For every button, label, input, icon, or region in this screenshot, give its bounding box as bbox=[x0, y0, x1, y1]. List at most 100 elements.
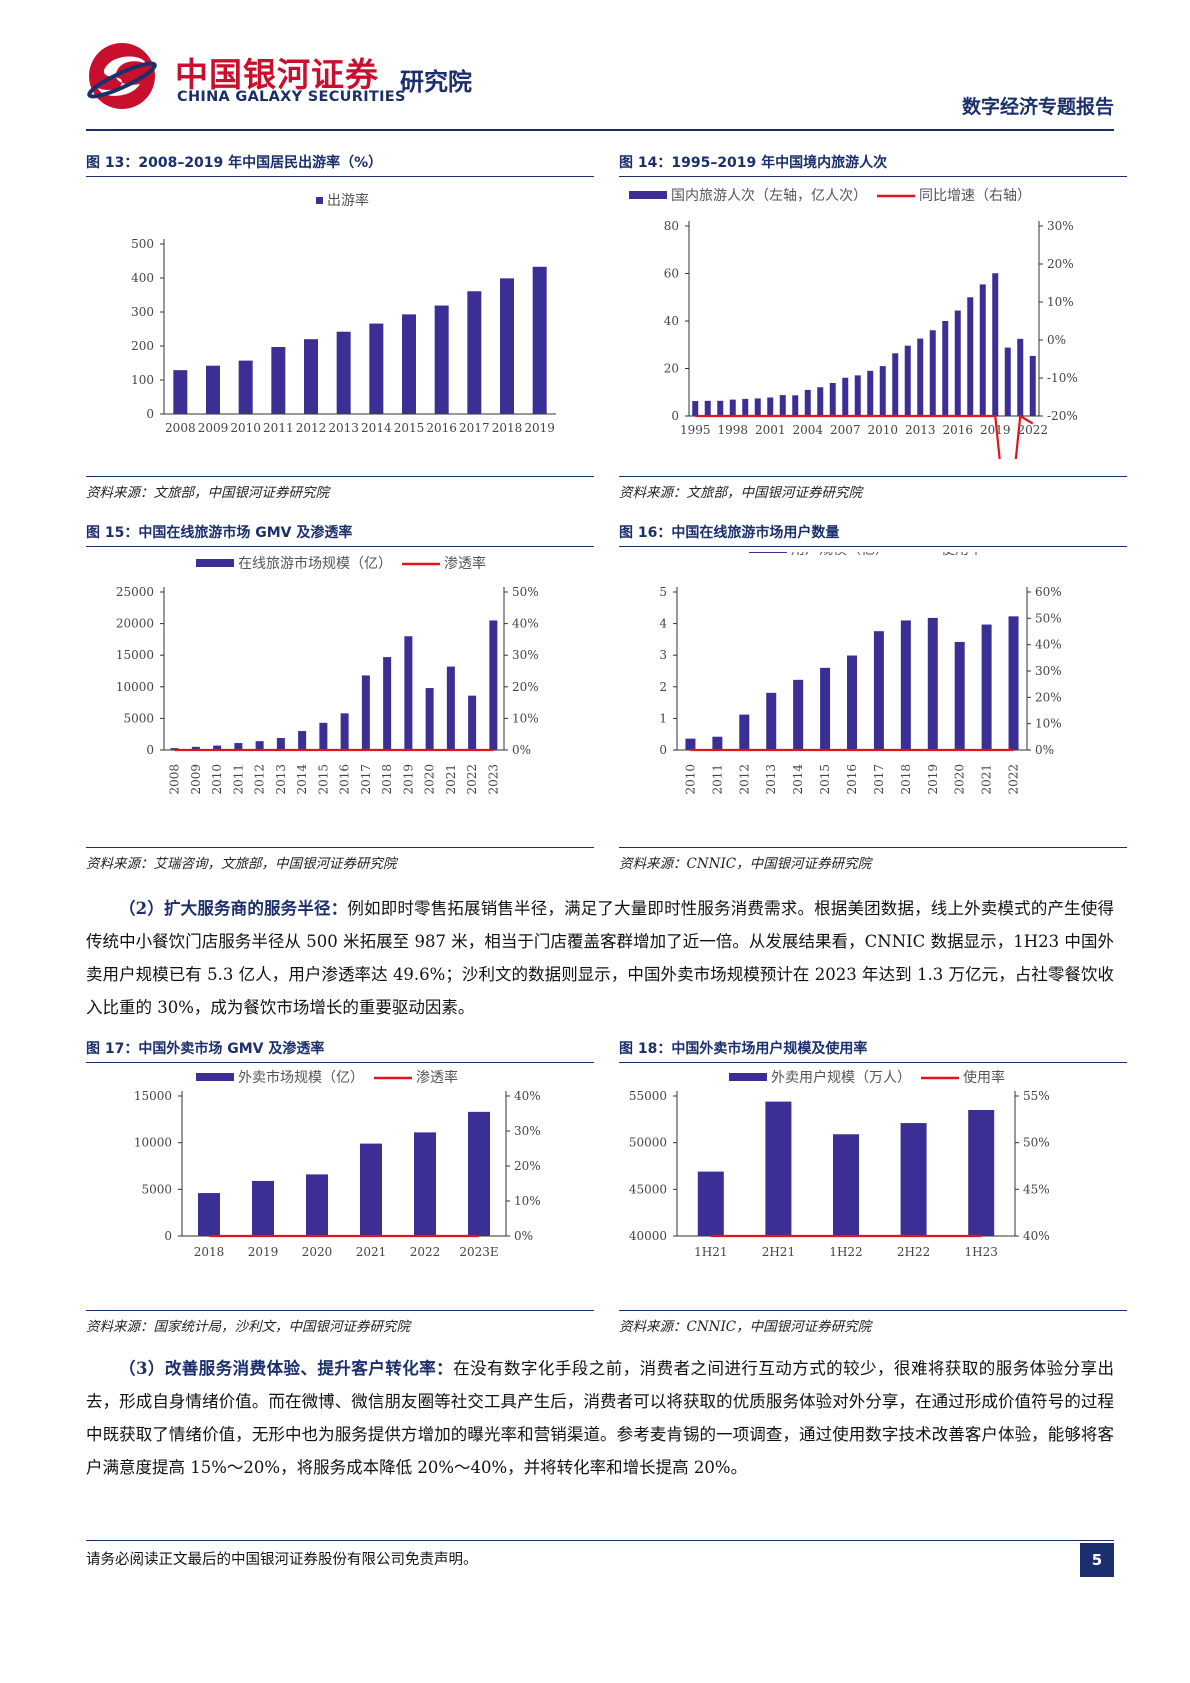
legend-label: 渗透率 bbox=[444, 555, 486, 572]
bar bbox=[892, 353, 899, 416]
bar bbox=[319, 722, 328, 750]
bar bbox=[298, 731, 307, 750]
x-tick-label: 2015 bbox=[316, 764, 330, 795]
x-tick-label: 2012 bbox=[296, 421, 327, 435]
bar bbox=[817, 387, 824, 416]
x-tick-label: 2013 bbox=[764, 764, 778, 795]
bar bbox=[467, 291, 482, 414]
x-tick-label: 2010 bbox=[210, 764, 224, 795]
y-tick-label-right: 40% bbox=[512, 617, 539, 631]
bar bbox=[854, 375, 861, 416]
bar bbox=[340, 713, 349, 750]
bar bbox=[917, 338, 924, 416]
bar bbox=[697, 1171, 724, 1236]
x-tick-label: 2020 bbox=[423, 764, 437, 795]
bar bbox=[532, 266, 547, 414]
bar bbox=[900, 620, 911, 750]
x-tick-label: 2011 bbox=[710, 764, 724, 795]
bar bbox=[446, 666, 455, 750]
x-tick-label: 1995 bbox=[680, 423, 711, 437]
legend-label: 用户规模（亿） bbox=[791, 552, 889, 558]
bar bbox=[793, 679, 804, 750]
figure-17: 图 17：中国外卖市场 GMV 及渗透率 0 5000 10000 15000 0% 10… bbox=[86, 1038, 594, 1338]
y-tick-label-right: 0% bbox=[1035, 743, 1054, 757]
y-tick-label-right: 50% bbox=[1035, 611, 1062, 625]
x-tick-label: 2008 bbox=[165, 421, 196, 435]
x-tick-label: 2010 bbox=[683, 764, 697, 795]
report-title: 数字经济专题报告 bbox=[961, 96, 1114, 118]
x-tick-label: 2017 bbox=[359, 764, 373, 795]
y-tick-label-right: 0% bbox=[512, 743, 531, 757]
y-tick-label-left: 400 bbox=[131, 271, 154, 285]
bar bbox=[942, 321, 949, 416]
x-tick-label: 2008 bbox=[168, 764, 182, 795]
legend-swatch-bar bbox=[729, 1073, 767, 1081]
paragraph-3: （3）改善服务消费体验、提升客户转化率：在没有数字化手段之前，消费者之间进行互动… bbox=[86, 1352, 1114, 1484]
x-tick-label: 2016 bbox=[942, 423, 973, 437]
x-tick-label: 2021 bbox=[980, 764, 994, 795]
y-tick-label-right: 40% bbox=[514, 1089, 541, 1103]
y-tick-label-right: 60% bbox=[1035, 585, 1062, 599]
bar bbox=[383, 657, 392, 750]
paragraph-text: 在没有数字化手段之前，消费者之间进行互动方式的较少，很难将获取的服务体验分享出去… bbox=[86, 1359, 1114, 1477]
x-tick-label: 2020 bbox=[953, 764, 967, 795]
y-tick-label-left: 0 bbox=[164, 1229, 172, 1243]
x-tick-label: 2019 bbox=[524, 421, 555, 435]
x-tick-label: 2012 bbox=[253, 764, 267, 795]
bar bbox=[979, 284, 986, 416]
x-tick-label: 2007 bbox=[830, 423, 861, 437]
y-tick-label-right: 30% bbox=[512, 648, 539, 662]
x-tick-label: 1H22 bbox=[829, 1245, 862, 1259]
x-tick-label: 2020 bbox=[302, 1245, 333, 1259]
bar bbox=[820, 667, 831, 750]
y-tick-label-right: -10% bbox=[1047, 371, 1078, 385]
legend-label: 使用率 bbox=[941, 552, 983, 558]
chart-takeout-gmv: 0 5000 10000 15000 0% 10% 20% 30% 40% 2018 2019 202… bbox=[134, 1069, 541, 1259]
x-tick-label: 2009 bbox=[198, 421, 229, 435]
y-tick-label-left: 15000 bbox=[116, 648, 154, 662]
x-tick-label: 2016 bbox=[845, 764, 859, 795]
y-tick-label-right: 30% bbox=[514, 1124, 541, 1138]
y-tick-label-left: 20000 bbox=[116, 617, 154, 631]
figure-source: 资料来源：CNNIC，中国银河证券研究院 bbox=[619, 1310, 1127, 1335]
bar bbox=[191, 746, 200, 750]
bar bbox=[779, 395, 786, 416]
legend-label: 同比增速（右轴） bbox=[919, 188, 1031, 204]
bar bbox=[847, 655, 857, 750]
x-tick-label: 2014 bbox=[361, 421, 392, 435]
bar bbox=[742, 398, 749, 416]
legend-swatch-bar bbox=[629, 191, 667, 199]
bar bbox=[765, 1101, 792, 1236]
y-tick-label-left: 5 bbox=[659, 585, 667, 599]
x-tick-label: 2017 bbox=[459, 421, 490, 435]
x-tick-label: 2010 bbox=[230, 421, 261, 435]
x-tick-label: 2H22 bbox=[897, 1245, 930, 1259]
bar bbox=[873, 631, 884, 750]
legend-swatch-bar bbox=[196, 1073, 234, 1081]
bar bbox=[404, 636, 413, 750]
x-tick-label: 2019 bbox=[980, 423, 1011, 437]
bar bbox=[739, 714, 750, 750]
bar bbox=[1029, 355, 1036, 416]
bar bbox=[434, 305, 449, 414]
bar bbox=[173, 370, 188, 414]
bar bbox=[369, 323, 384, 414]
bar bbox=[252, 1180, 274, 1236]
bar bbox=[468, 695, 477, 750]
y-tick-label-right: 20% bbox=[512, 680, 539, 694]
bar bbox=[206, 365, 220, 414]
paragraph-2: （2）扩大服务商的服务半径：例如即时零售拓展销售半径，满足了大量即时性服务消费需… bbox=[86, 892, 1114, 1024]
bar bbox=[992, 273, 999, 416]
x-tick-label: 2015 bbox=[394, 421, 425, 435]
y-tick-label-left: 25000 bbox=[116, 585, 154, 599]
bar bbox=[276, 737, 285, 750]
y-tick-label-right: 30% bbox=[1035, 664, 1062, 678]
y-tick-label-left: 0 bbox=[146, 743, 154, 757]
x-tick-label: 2010 bbox=[867, 423, 898, 437]
y-tick-label-right: 30% bbox=[1047, 219, 1074, 233]
figure-title: 图 18：中国外卖市场用户规模及使用率 bbox=[619, 1038, 1127, 1063]
bar bbox=[904, 345, 911, 416]
x-tick-label: 2022 bbox=[465, 764, 479, 795]
bar bbox=[804, 389, 811, 416]
bar bbox=[361, 675, 370, 750]
